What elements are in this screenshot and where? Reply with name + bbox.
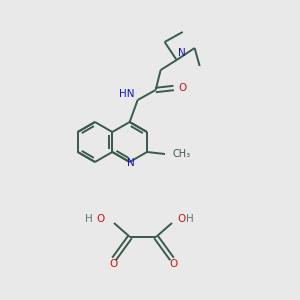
Text: O: O xyxy=(178,83,187,93)
Text: O: O xyxy=(109,259,117,269)
Text: N: N xyxy=(178,48,185,58)
Text: O: O xyxy=(97,214,105,224)
Text: N: N xyxy=(127,158,134,168)
Text: O: O xyxy=(169,259,177,269)
Text: CH₃: CH₃ xyxy=(173,149,191,159)
Text: H: H xyxy=(186,214,194,224)
Text: HN: HN xyxy=(119,89,135,99)
Text: H: H xyxy=(85,214,93,224)
Text: O: O xyxy=(177,214,185,224)
